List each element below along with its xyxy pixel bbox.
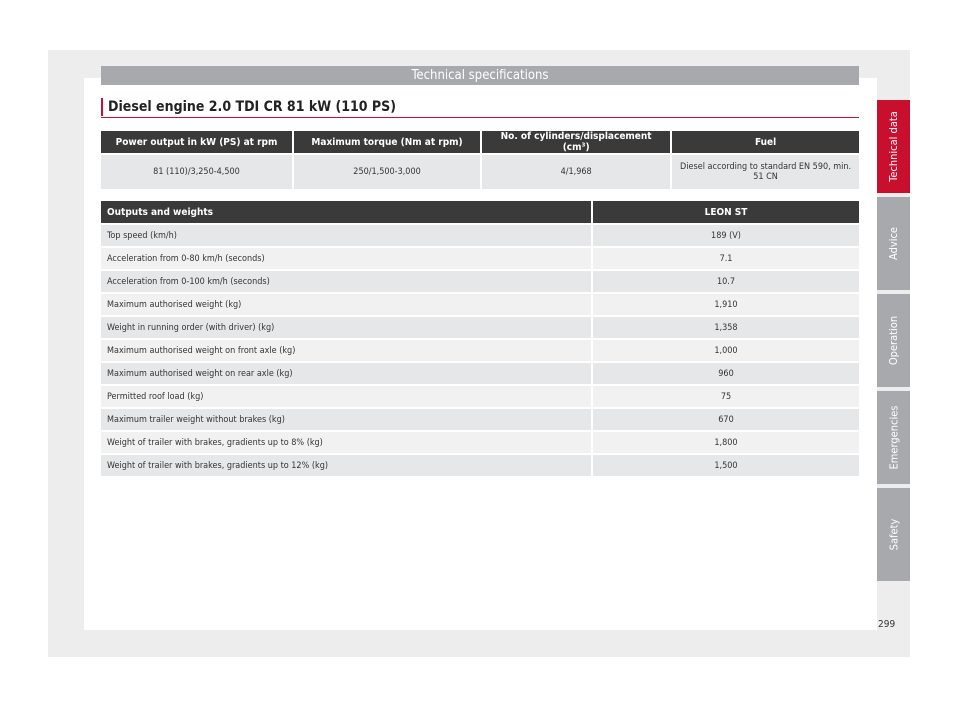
table-row: Maximum authorised weight (kg) 1,910 [101, 294, 859, 315]
engine-header-cylinders: No. of cylinders/displacement (cm³) [482, 131, 671, 153]
row-label: Maximum authorised weight on rear axle (… [101, 363, 591, 384]
title-marker [101, 98, 103, 116]
engine-power-value: 81 (110)/3,250-4,500 [101, 155, 292, 189]
engine-torque-value: 250/1,500-3,000 [293, 155, 481, 189]
table-row: Acceleration from 0-80 km/h (seconds) 7.… [101, 248, 859, 269]
row-value: 10.7 [593, 271, 859, 292]
row-value: 75 [593, 386, 859, 407]
row-label: Acceleration from 0-80 km/h (seconds) [101, 248, 591, 269]
page-number: 299 [878, 619, 896, 630]
row-label: Top speed (km/h) [101, 225, 591, 246]
engine-fuel-value: Diesel according to standard EN 590, min… [672, 155, 859, 189]
row-label: Permitted roof load (kg) [101, 386, 591, 407]
table-row: Weight in running order (with driver) (k… [101, 317, 859, 338]
chapter-header: Technical specifications [101, 66, 859, 85]
table-row: Weight of trailer with brakes, gradients… [101, 455, 859, 476]
row-label: Maximum authorised weight on front axle … [101, 340, 591, 361]
row-value: 1,000 [593, 340, 859, 361]
weights-table: Outputs and weights LEON ST Top speed (k… [99, 199, 861, 478]
row-label: Acceleration from 0-100 km/h (seconds) [101, 271, 591, 292]
tab-label: Advice [887, 227, 900, 260]
table-row: Maximum authorised weight on rear axle (… [101, 363, 859, 384]
tab-operation[interactable]: Operation [877, 294, 910, 387]
row-value: 960 [593, 363, 859, 384]
table-row: Permitted roof load (kg) 75 [101, 386, 859, 407]
row-value: 670 [593, 409, 859, 430]
row-label: Weight of trailer with brakes, gradients… [101, 432, 591, 453]
engine-header-torque: Maximum torque (Nm at rpm) [293, 131, 481, 153]
row-label: Weight of trailer with brakes, gradients… [101, 455, 591, 476]
table-row: Weight of trailer with brakes, gradients… [101, 432, 859, 453]
row-value: 1,800 [593, 432, 859, 453]
title-underline [101, 117, 859, 118]
weights-header-model: LEON ST [593, 201, 859, 223]
row-value: 189 (V) [593, 225, 859, 246]
engine-header-power: Power output in kW (PS) at rpm [101, 131, 292, 153]
row-value: 1,500 [593, 455, 859, 476]
tab-emergencies[interactable]: Emergencies [877, 391, 910, 484]
row-label: Maximum authorised weight (kg) [101, 294, 591, 315]
table-row: 81 (110)/3,250-4,500 250/1,500-3,000 4/1… [101, 155, 859, 189]
weights-header-label: Outputs and weights [101, 201, 591, 223]
engine-cylinders-value: 4/1,968 [482, 155, 671, 189]
tab-technical-data[interactable]: Technical data [877, 100, 910, 193]
tab-label: Safety [887, 518, 900, 551]
row-value: 1,910 [593, 294, 859, 315]
tab-label: Operation [887, 315, 900, 366]
table-row: Top speed (km/h) 189 (V) [101, 225, 859, 246]
engine-spec-table: Power output in kW (PS) at rpm Maximum t… [99, 129, 861, 191]
table-row: Maximum authorised weight on front axle … [101, 340, 859, 361]
tab-label: Technical data [887, 111, 901, 182]
engine-header-fuel: Fuel [672, 131, 859, 153]
table-row: Maximum trailer weight without brakes (k… [101, 409, 859, 430]
row-value: 7.1 [593, 248, 859, 269]
tab-advice[interactable]: Advice [877, 197, 910, 290]
row-label: Maximum trailer weight without brakes (k… [101, 409, 591, 430]
row-label: Weight in running order (with driver) (k… [101, 317, 591, 338]
tab-safety[interactable]: Safety [877, 488, 910, 581]
table-row: Acceleration from 0-100 km/h (seconds) 1… [101, 271, 859, 292]
section-title: Diesel engine 2.0 TDI CR 81 kW (110 PS) [108, 99, 396, 115]
tab-label: Emergencies [887, 405, 901, 470]
row-value: 1,358 [593, 317, 859, 338]
